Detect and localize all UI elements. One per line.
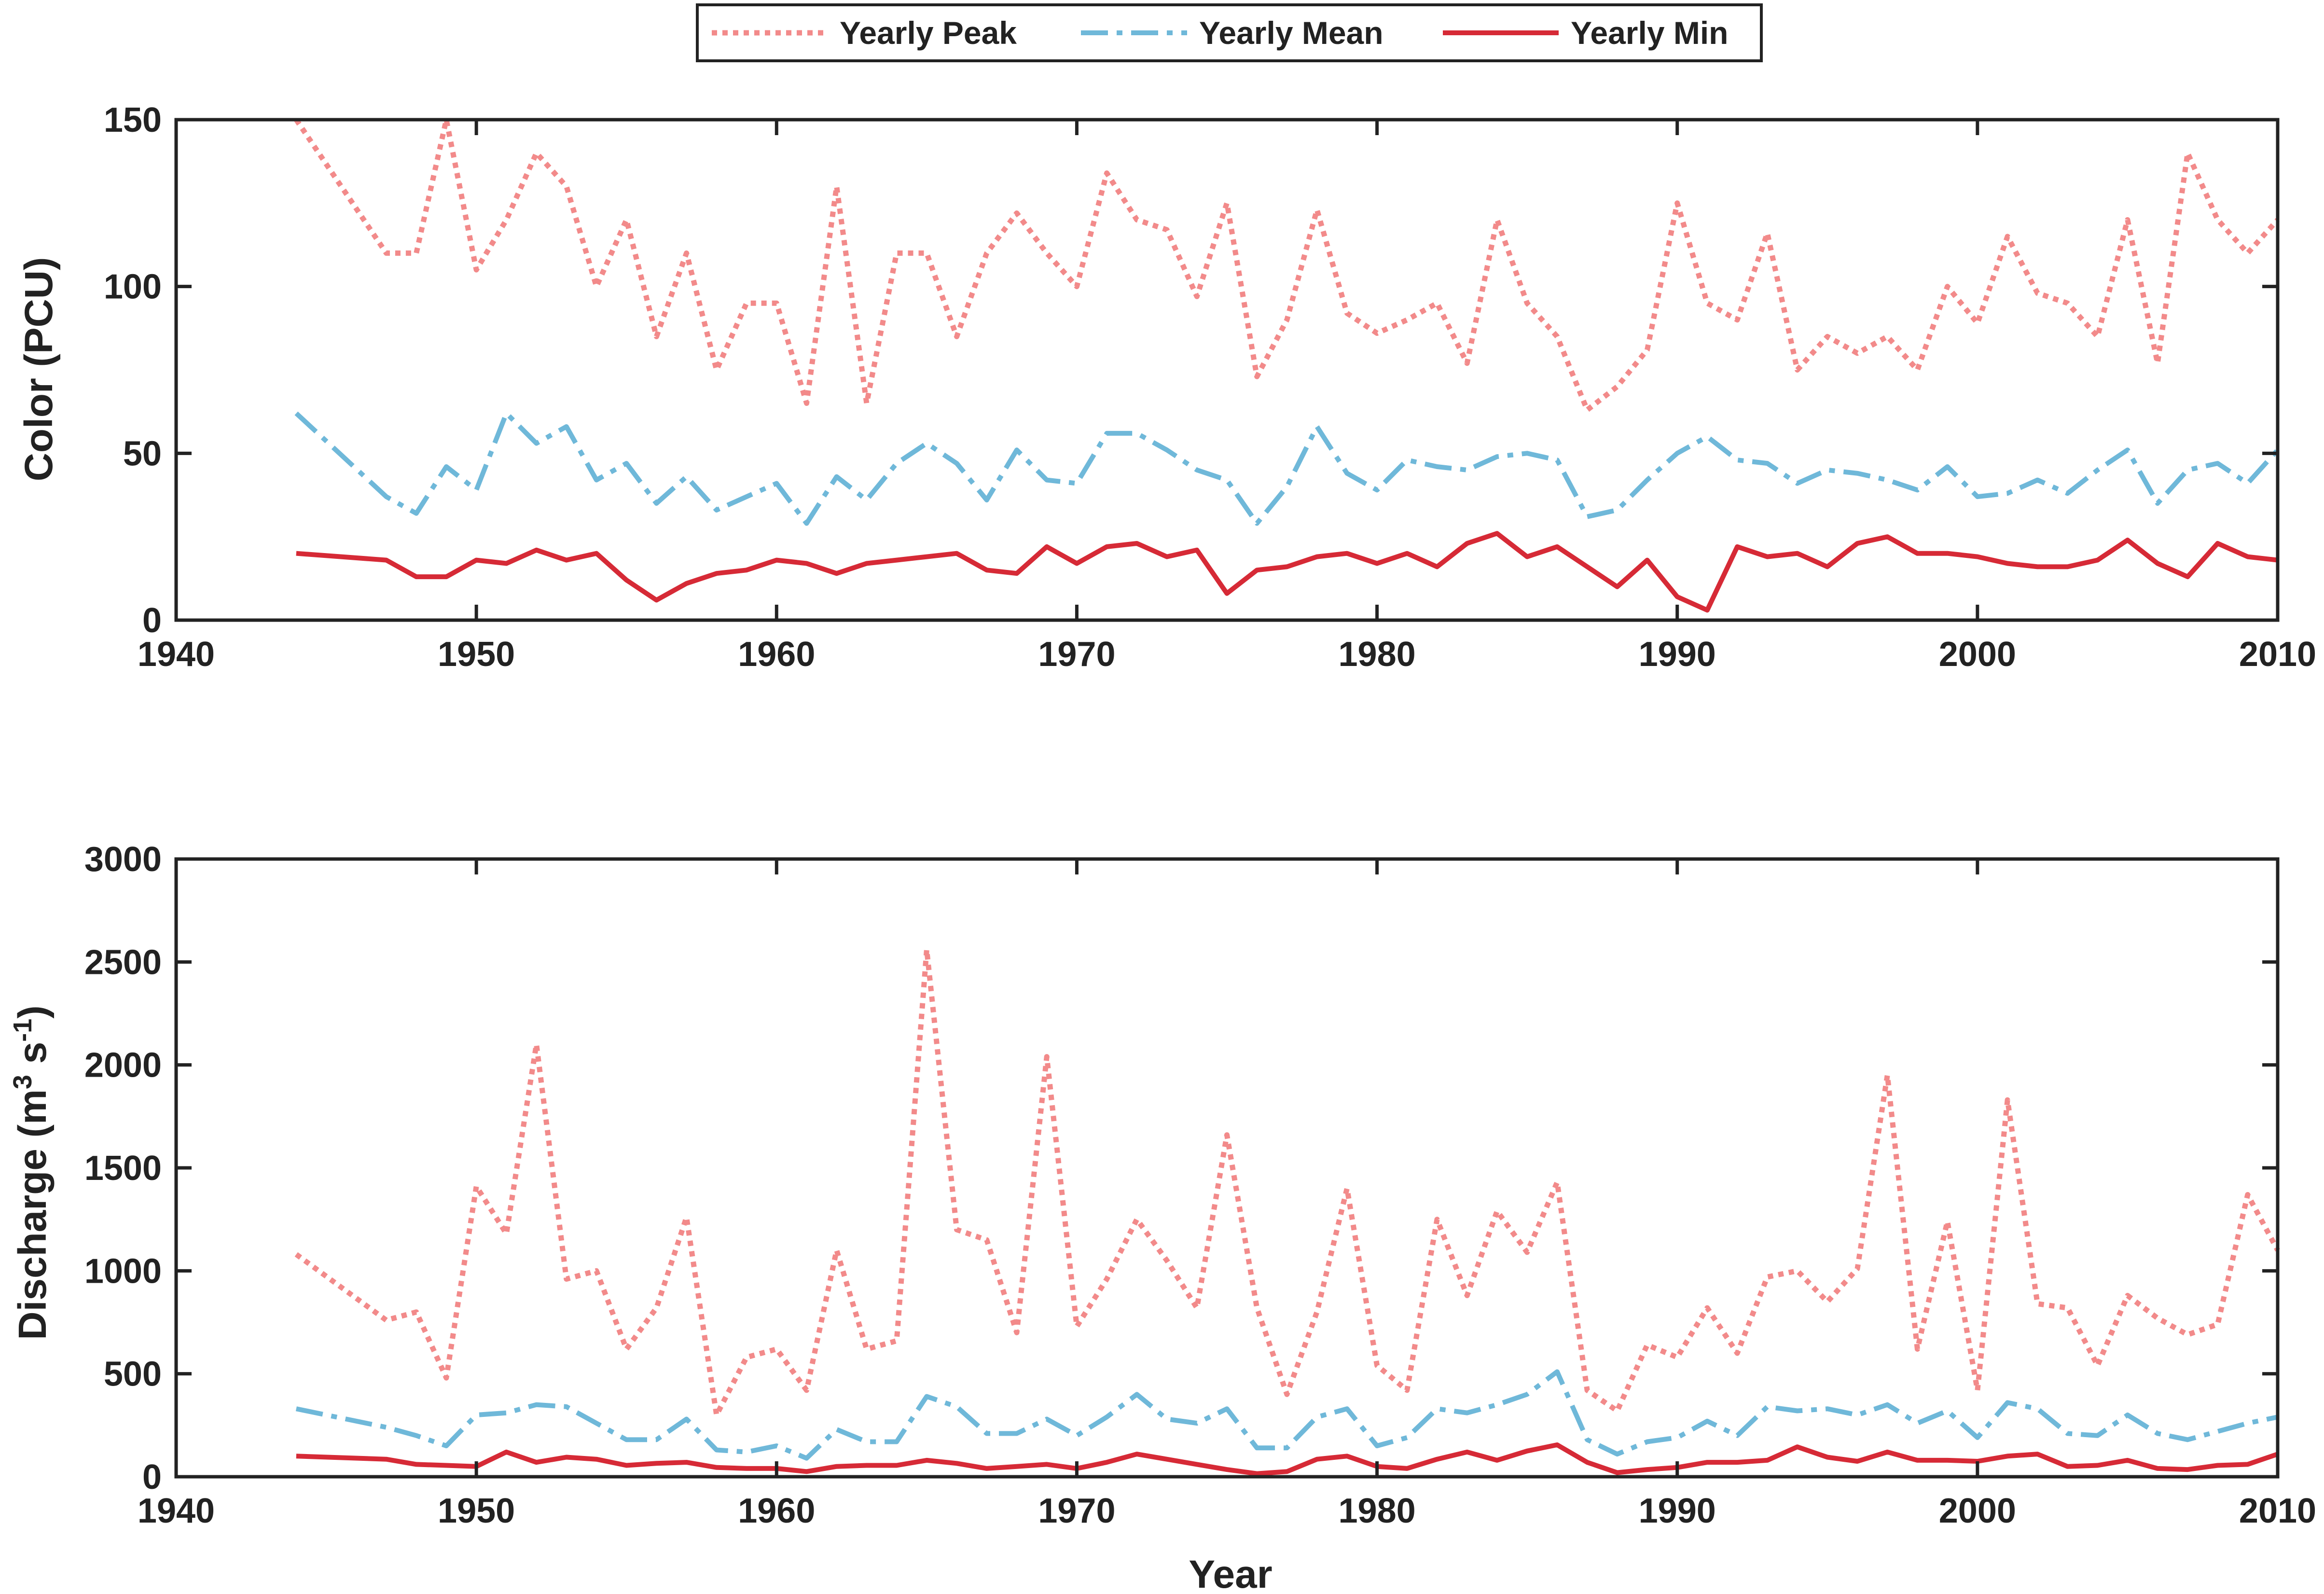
x-tick-label: 1970 — [1038, 635, 1115, 674]
y-axis-label-mid: s — [11, 1042, 55, 1075]
series-line-yearly-mean — [294, 411, 2280, 526]
y-tick-label: 2000 — [84, 1046, 162, 1085]
y-tick-label: 100 — [104, 268, 162, 306]
y-axis-label: Discharge (m3 s-1) — [8, 1005, 55, 1340]
y-tick-label: 150 — [104, 101, 162, 139]
y-tick-label: 1500 — [84, 1149, 162, 1188]
discharge-chart: 1940 1950 1960 1970 1980 1990 2000 2010 0 500 1000… — [8, 840, 2316, 1594]
legend-label-yearly-peak: Yearly Peak — [840, 15, 1017, 51]
x-tick-label: 2000 — [1939, 1492, 2016, 1530]
plot-frame — [174, 118, 2280, 622]
plot-frame — [174, 857, 2280, 1479]
y-tick-label: 3000 — [84, 840, 162, 879]
x-tick-label: 1970 — [1038, 1492, 1115, 1530]
legend-label-yearly-mean: Yearly Mean — [1199, 15, 1383, 51]
y-tick-label: 2500 — [84, 943, 162, 982]
x-tick-label: 1990 — [1639, 635, 1716, 674]
color-chart: 1940 1950 1960 1970 1980 1990 2000 2010 0 50 100 15… — [17, 101, 2316, 674]
series-line-yearly-mean — [295, 1369, 2279, 1461]
color-axes: 1940 1950 1960 1970 1980 1990 2000 2010 0 50 100 15… — [104, 101, 2316, 674]
y-tick-label: 500 — [104, 1355, 162, 1394]
x-tick-label: 1960 — [738, 1492, 815, 1530]
y-axis-label-sup: -1 — [8, 1019, 37, 1042]
x-tick-label: 2010 — [2239, 1492, 2316, 1530]
x-axis-label: Year — [1189, 1552, 1272, 1594]
y-tick-label: 50 — [123, 434, 162, 473]
x-tick-label: 1960 — [738, 635, 815, 674]
x-tick-label: 1950 — [438, 1492, 515, 1530]
x-tick-label: 1940 — [138, 635, 215, 674]
series-line-yearly-min — [296, 1442, 2279, 1476]
x-tick-label: 1980 — [1338, 1492, 1415, 1530]
discharge-plot-area — [294, 947, 2280, 1476]
legend-box — [696, 3, 1763, 62]
legend-label-yearly-min: Yearly Min — [1571, 15, 1729, 51]
x-tick-label: 1990 — [1639, 1492, 1716, 1530]
x-tick-label: 1950 — [438, 635, 515, 674]
y-tick-label: 1000 — [84, 1252, 162, 1290]
x-tick-label: 2010 — [2239, 635, 2316, 674]
y-axis-label-main: Discharge (m — [11, 1089, 55, 1340]
series-line-yearly-peak — [294, 117, 2280, 413]
x-tick-label: 1940 — [138, 1492, 215, 1530]
discharge-axes: 1940 1950 1960 1970 1980 1990 2000 2010 0 500 1000… — [84, 840, 2316, 1530]
series-line-yearly-peak — [294, 947, 2280, 1418]
color-plot-area — [294, 117, 2280, 613]
y-tick-label: 0 — [142, 1458, 162, 1497]
y-tick-label: 0 — [142, 601, 162, 640]
x-tick-label: 2000 — [1939, 635, 2016, 674]
y-axis-label-end: ) — [11, 1005, 55, 1018]
x-tick-label: 1980 — [1338, 635, 1415, 674]
legend: Yearly Peak Yearly Mean Yearly Min — [696, 3, 1763, 62]
y-axis-label-sup: 3 — [8, 1075, 37, 1089]
series-line-yearly-min — [296, 531, 2278, 613]
y-axis-label: Color (PCU) — [17, 257, 61, 482]
